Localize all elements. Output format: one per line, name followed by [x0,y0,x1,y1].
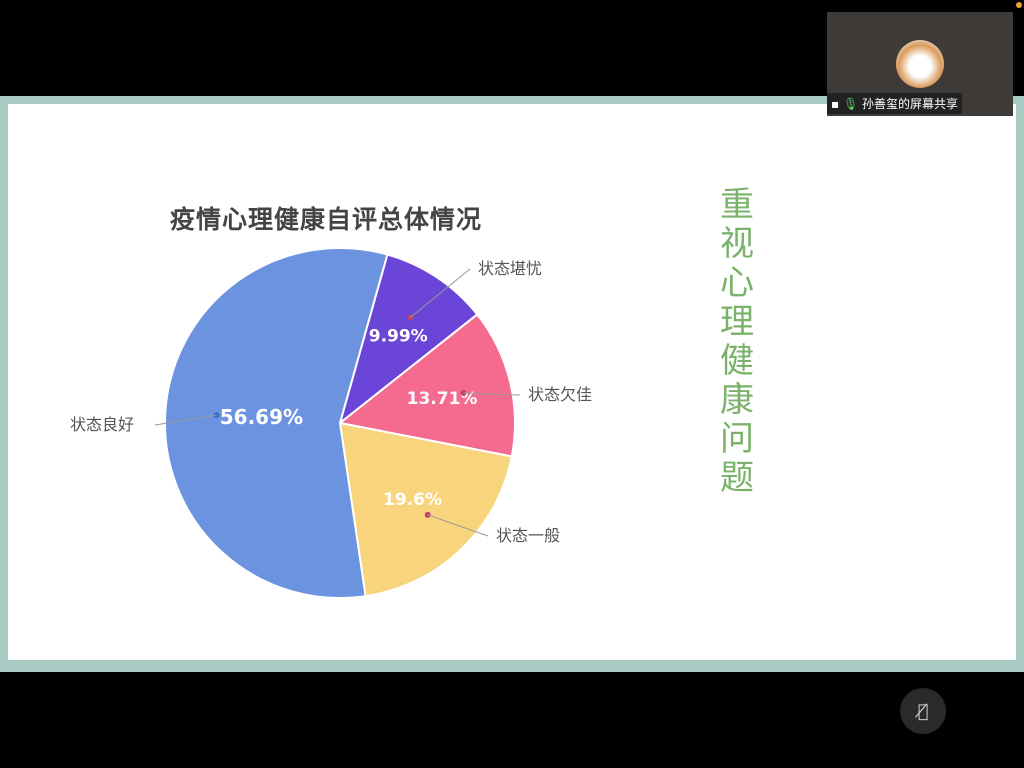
slide: 疫情心理健康自评总体情况 重视心理健康问题 9.99% 状态堪忧 13.71% 状态欠… [8,104,1016,660]
data-label: 9.99% [369,327,428,347]
leader-line [463,392,521,396]
slice-label: 状态欠佳 [528,385,592,404]
pie-slice [338,253,479,426]
data-label: 13.71% [407,389,478,409]
leader-line [427,514,489,537]
presenter-video-tile[interactable]: ▪ 🎙 孙善玺的屏幕共享 [827,12,1013,116]
pie-chart: 9.99% 状态堪忧 13.71% 状态欠佳 19.6% 状态一般 56.69% 状态良好 [70,247,592,599]
screen-share-icon: ▪ [831,97,840,111]
mute-button[interactable]: 🎙̸ [900,688,946,734]
slide-side-title: 重视心理健康问题 [720,185,754,498]
slice-label: 状态一般 [496,526,560,545]
chart-title: 疫情心理健康自评总体情况 [170,205,483,234]
leader-line [410,268,471,318]
slice-label: 状态堪忧 [478,259,542,278]
mic-icon: 🎙 [842,97,859,111]
avatar [896,40,944,88]
presenter-label: ▪ 🎙 孙善玺的屏幕共享 [827,93,963,114]
data-label: 19.6% [383,490,442,510]
leader-line [154,414,217,426]
pie-slice [338,421,513,598]
data-label: 56.69% [220,405,303,429]
pie-slice [337,313,516,458]
mic-muted-icon: 🎙̸ [917,700,929,722]
pie-slice [164,247,389,599]
status-dot [1016,2,1022,8]
shared-screen: 疫情心理健康自评总体情况 重视心理健康问题 9.99% 状态堪忧 13.71% 状态欠… [0,96,1024,672]
slice-label: 状态良好 [70,415,134,434]
